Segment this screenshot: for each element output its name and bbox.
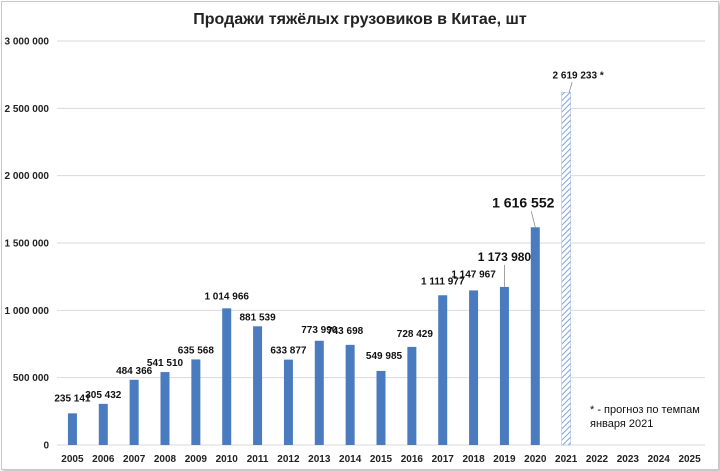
data-label: 635 568 [178, 345, 215, 356]
data-label: 541 510 [147, 358, 184, 369]
bar [161, 372, 170, 445]
bar [315, 341, 324, 445]
bar [99, 404, 108, 445]
data-label: 728 429 [397, 329, 434, 340]
data-label: 881 539 [239, 312, 276, 323]
x-tick-label: 2012 [277, 454, 300, 465]
x-tick-label: 2021 [555, 454, 578, 465]
bar [438, 295, 447, 445]
y-axis: 0 500 000 1 000 000 1 500 000 2 000 000 2 500… [5, 37, 50, 452]
x-tick-label: 2014 [339, 454, 362, 465]
x-tick-label: 2022 [586, 454, 609, 465]
x-tick-label: 2011 [247, 454, 269, 465]
x-tick-label: 2025 [678, 454, 701, 465]
x-tick-label: 2023 [617, 454, 640, 465]
data-label: 1 014 966 [204, 291, 249, 302]
x-tick-label: 2018 [462, 454, 485, 465]
x-tick-label: 2013 [308, 454, 331, 465]
x-axis: 2005 2006 2007 2008 2009 2010 2011 2012 2013 2014… [61, 454, 701, 465]
x-tick-label: 2010 [216, 454, 239, 465]
label-leader-line [531, 211, 535, 227]
bar [191, 359, 200, 445]
forecast-note-line1: * - прогноз по темпам [590, 404, 700, 416]
bar [407, 347, 416, 445]
chart-title: Продажи тяжёлых грузовиков в Китае, шт [193, 11, 527, 28]
y-tick-label: 2 500 000 [5, 104, 50, 115]
data-label: 1 147 967 [451, 269, 496, 280]
y-tick-label: 3 000 000 [5, 37, 50, 48]
x-tick-label: 2017 [432, 454, 455, 465]
y-tick-label: 0 [43, 441, 49, 452]
y-tick-label: 500 000 [13, 373, 50, 384]
bar [346, 345, 355, 445]
bar [469, 290, 478, 445]
bar [130, 380, 139, 445]
data-label: 1 173 980 [478, 250, 532, 264]
label-leader-line [569, 82, 572, 92]
x-tick-label: 2005 [61, 454, 84, 465]
bar [222, 308, 231, 445]
bar [253, 326, 262, 445]
data-label: 305 432 [85, 390, 122, 401]
x-tick-label: 2006 [92, 454, 115, 465]
annotations: * - прогноз по темпам января 2021 [590, 404, 700, 430]
bar [284, 360, 293, 445]
bar [377, 371, 386, 445]
forecast-note-line2: января 2021 [590, 418, 653, 430]
bar-chart: Продажи тяжёлых грузовиков в Китае, шт 0… [0, 0, 720, 471]
x-tick-label: 2020 [524, 454, 547, 465]
x-tick-label: 2016 [401, 454, 424, 465]
y-tick-label: 1 000 000 [5, 306, 50, 317]
bar-forecast [562, 92, 571, 445]
y-tick-label: 2 000 000 [5, 171, 50, 182]
data-label-forecast: 2 619 233 * [553, 70, 604, 81]
y-tick-label: 1 500 000 [5, 239, 50, 250]
x-tick-label: 2008 [154, 454, 177, 465]
data-label: 633 877 [270, 346, 307, 357]
bar [500, 287, 509, 445]
x-tick-label: 2019 [493, 454, 516, 465]
bar [531, 227, 540, 445]
data-label: 743 698 [327, 326, 364, 337]
data-label: 549 985 [366, 351, 403, 362]
x-tick-label: 2015 [370, 454, 393, 465]
x-tick-label: 2024 [648, 454, 671, 465]
data-label: 1 616 552 [492, 194, 554, 210]
bar [68, 413, 77, 445]
x-tick-label: 2009 [185, 454, 208, 465]
x-tick-label: 2007 [123, 454, 146, 465]
